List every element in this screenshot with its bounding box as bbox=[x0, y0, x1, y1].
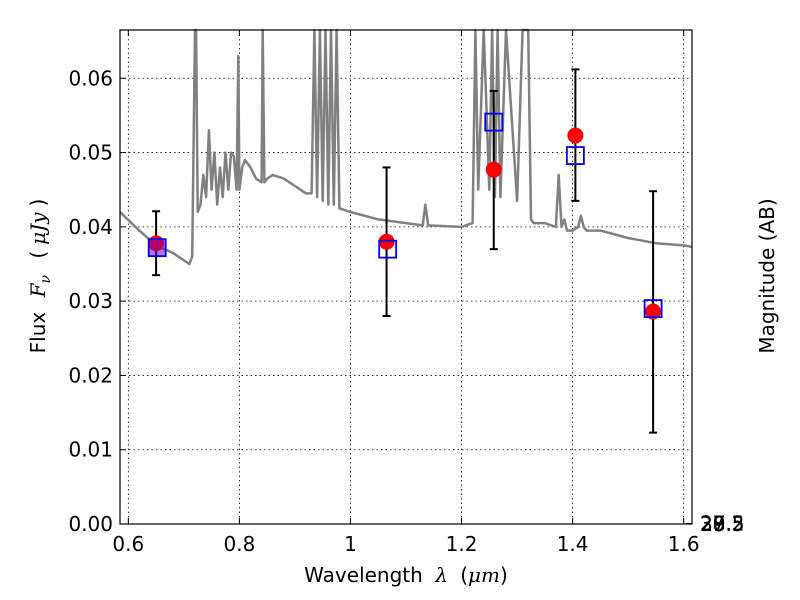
y-tick-label: 0.06 bbox=[68, 66, 113, 90]
x-tick-label: 0.6 bbox=[112, 532, 144, 556]
x-tick-label: 1.6 bbox=[668, 532, 700, 556]
y2-tick-label: 27.5 bbox=[700, 512, 745, 536]
x-ticks: 0.6 0.8 1 1.2 1.4 1.6 bbox=[112, 30, 700, 556]
y-tick-label: 0.01 bbox=[68, 438, 113, 462]
x-tick-label: 0.8 bbox=[223, 532, 255, 556]
model-point bbox=[484, 112, 504, 132]
x-tick-label: 1 bbox=[344, 532, 357, 556]
observed-point bbox=[378, 233, 395, 250]
observed-point bbox=[567, 127, 584, 144]
model-point bbox=[147, 238, 167, 258]
x-tick-label: 1.4 bbox=[557, 532, 589, 556]
y-ticks: 0.00 0.01 0.02 0.03 0.04 0.05 0.06 bbox=[68, 66, 126, 536]
y2-tick-label: 28.5 bbox=[700, 512, 745, 536]
x-tick-label: 1.2 bbox=[446, 532, 478, 556]
error-bars-layer bbox=[152, 68, 658, 434]
grid-layer bbox=[120, 30, 692, 525]
y-tick-label: 0.04 bbox=[68, 215, 113, 239]
template-spectrum-line bbox=[119, 28, 693, 266]
model-point bbox=[643, 299, 663, 318]
y-tick-label: 0.03 bbox=[68, 289, 113, 313]
y-tick-label: 0.00 bbox=[68, 512, 113, 536]
y-tick-label: 0.05 bbox=[68, 141, 113, 165]
model-point bbox=[378, 239, 398, 259]
model-points-layer bbox=[147, 112, 663, 318]
plot-frame bbox=[119, 29, 693, 525]
observed-point bbox=[645, 303, 662, 320]
y2-tick-label: 30 bbox=[700, 512, 725, 536]
y2-tick-label: 27 bbox=[700, 512, 725, 536]
template-spectrum-layer bbox=[119, 28, 693, 266]
y2-axis-title: Magnitude (AB) bbox=[755, 198, 779, 353]
model-point bbox=[565, 146, 585, 165]
y2-tick-label: 27.2 bbox=[700, 512, 745, 536]
y-axis-title: Flux Fν (μJy) bbox=[26, 199, 55, 354]
observed-point bbox=[485, 161, 502, 178]
y2-tick-label: 29 bbox=[700, 512, 725, 536]
y-tick-label: 0.02 bbox=[68, 363, 113, 387]
x-axis-title: Wavelength λ (μm) bbox=[304, 563, 508, 587]
y2-tick-label: 28 bbox=[700, 512, 725, 536]
